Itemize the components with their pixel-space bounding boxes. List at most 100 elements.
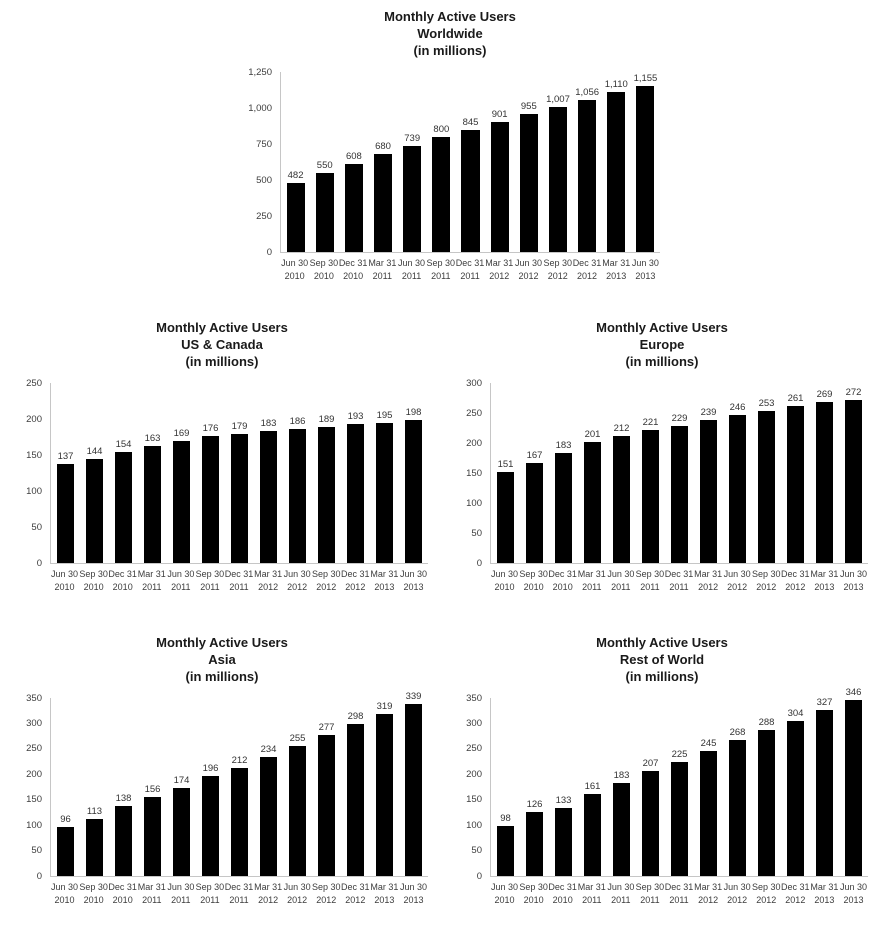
bar <box>114 805 133 876</box>
bar-value-label: 195 <box>376 409 393 421</box>
bar <box>201 776 220 876</box>
bar <box>525 462 544 563</box>
bar-slot: 272 <box>839 383 868 563</box>
x-tick-label: Dec 31 2012 <box>781 881 810 907</box>
x-tick-year: 2010 <box>284 271 305 281</box>
chart-title-block: Monthly Active Users Worldwide (in million… <box>240 8 660 59</box>
bar-value-label: 1,155 <box>633 72 658 84</box>
x-tick-label: Sep 30 2012 <box>543 257 572 283</box>
y-tick-label: 150 <box>26 449 42 461</box>
chart-us-canada: Monthly Active Users US & Canada (in milli… <box>16 319 428 594</box>
charts-page: Monthly Active Users Worldwide (in million… <box>0 8 870 927</box>
bar-slot: 189 <box>312 383 341 563</box>
bar-value-label: 193 <box>347 411 364 423</box>
x-tick-label: Dec 31 2011 <box>224 881 254 907</box>
plot-area: 482 550 608 680 739 800 845 901 955 1,007 1,056 1,1… <box>280 72 660 253</box>
y-tick-label: 200 <box>466 437 482 449</box>
x-tick-date: Mar 31 <box>810 882 839 892</box>
chart-title: Monthly Active Users <box>384 9 516 24</box>
bar <box>143 796 162 876</box>
x-tick-year: 2010 <box>494 895 515 905</box>
x-tick-label: Dec 31 2012 <box>341 568 370 594</box>
y-axis: 0 50 100 150 200 250 <box>16 378 50 569</box>
x-tick-date: Jun 30 <box>167 569 195 579</box>
bar-slot: 113 <box>80 698 109 876</box>
bar <box>815 401 834 563</box>
x-tick-year: 2011 <box>142 895 162 905</box>
bar-slot: 346 <box>839 687 868 876</box>
bar-slot: 221 <box>636 383 665 563</box>
bar-slot: 1,007 <box>543 72 572 252</box>
bar-value-label: 261 <box>787 393 804 405</box>
bar-slot: 183 <box>607 698 636 876</box>
bar-value-label: 319 <box>376 700 393 712</box>
x-tick-label: Mar 31 2011 <box>137 881 166 907</box>
bar-slot: 304 <box>781 698 810 876</box>
x-tick-year: 2011 <box>611 895 631 905</box>
x-tick-year: 2012 <box>489 271 510 281</box>
x-tick-date: Sep 30 <box>311 882 341 892</box>
x-tick-label: Jun 30 2011 <box>606 881 635 907</box>
x-tick-label: Jun 30 2010 <box>490 568 519 594</box>
x-tick-year: 2013 <box>606 271 627 281</box>
bar <box>317 735 336 876</box>
bar <box>259 431 278 563</box>
y-axis: 0 50 100 150 200 250 300 350 <box>456 693 490 882</box>
bar <box>641 430 660 563</box>
bar-slot: 201 <box>578 383 607 563</box>
x-tick-label: Mar 31 2012 <box>694 568 723 594</box>
x-tick-year: 2010 <box>523 895 544 905</box>
x-tick-label: Dec 31 2012 <box>341 881 370 907</box>
y-tick-label: 50 <box>471 527 482 539</box>
y-tick-label: 250 <box>466 743 482 755</box>
bar-slot: 680 <box>368 72 397 252</box>
y-tick-label: 100 <box>26 819 42 831</box>
x-tick-year: 2010 <box>552 582 573 592</box>
bar <box>641 770 660 876</box>
bar-slot: 739 <box>398 72 427 252</box>
bar-value-label: 96 <box>60 814 71 826</box>
bar-slot: 1,110 <box>602 72 631 252</box>
chart-body: 0 250 500 750 1,000 1,250 482 550 608 680 739 800 84… <box>240 67 660 258</box>
x-tick-year: 2013 <box>843 895 864 905</box>
x-tick-date: Jun 30 <box>283 569 311 579</box>
plot-area: 96 113 138 156 174 196 212 234 255 277 298 319 339 <box>50 691 428 877</box>
x-tick-date: Jun 30 <box>607 569 635 579</box>
x-tick-label: Mar 31 2012 <box>694 881 723 907</box>
x-tick-label: Sep 30 2011 <box>635 568 665 594</box>
x-tick-year: 2012 <box>287 895 308 905</box>
x-tick-label: Jun 30 2012 <box>514 257 543 283</box>
x-tick-label: Dec 31 2011 <box>455 257 485 283</box>
bar-slot: 482 <box>281 72 310 252</box>
y-tick-label: 250 <box>256 210 272 222</box>
bar-slot: 133 <box>549 698 578 876</box>
bar-value-label: 183 <box>555 440 572 452</box>
bar-value-label: 245 <box>700 738 717 750</box>
x-tick-year: 2010 <box>83 582 104 592</box>
bar-value-label: 339 <box>405 690 422 702</box>
x-tick-year: 2011 <box>171 582 191 592</box>
y-tick-label: 300 <box>466 717 482 729</box>
bar-slot: 261 <box>781 383 810 563</box>
x-tick-label: Jun 30 2010 <box>490 881 519 907</box>
y-tick-label: 350 <box>26 692 42 704</box>
x-tick-year: 2012 <box>316 582 337 592</box>
x-tick-year: 2010 <box>523 582 544 592</box>
bar-value-label: 1,056 <box>575 86 600 98</box>
y-tick-label: 100 <box>466 819 482 831</box>
x-tick-date: Jun 30 <box>723 882 751 892</box>
bar <box>578 99 597 252</box>
bar-slot: 288 <box>752 698 781 876</box>
bar-slot: 137 <box>51 383 80 563</box>
bar <box>346 724 365 876</box>
row-us-canada-europe: Monthly Active Users US & Canada (in milli… <box>0 319 870 594</box>
y-tick-label: 0 <box>476 557 482 569</box>
x-tick-label: Dec 31 2010 <box>548 568 577 594</box>
x-tick-date: Sep 30 <box>311 569 341 579</box>
bar-value-label: 98 <box>500 813 511 825</box>
chart-units-label: (in millions) <box>413 43 487 58</box>
bar-slot: 550 <box>310 72 339 252</box>
bar-value-label: 169 <box>173 428 190 440</box>
y-tick-label: 250 <box>26 743 42 755</box>
x-tick-year: 2010 <box>83 895 104 905</box>
